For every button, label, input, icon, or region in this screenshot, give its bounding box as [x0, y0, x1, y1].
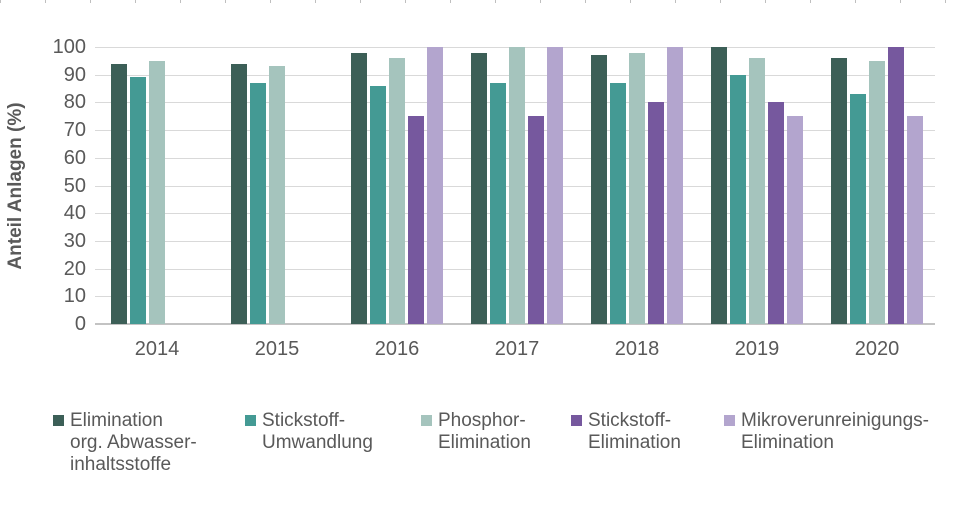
bar-group-2019 [697, 47, 817, 324]
bar [831, 58, 847, 324]
y-tick-label: 80 [63, 91, 86, 114]
legend-swatch [421, 415, 432, 426]
legend-item: Mikroverunreinigungs- Elimination [724, 410, 929, 454]
x-tick-label: 2017 [494, 338, 540, 360]
y-tick-label: 100 [52, 36, 86, 58]
legend-label: Elimination org. Abwasser-inhaltsstoffe [70, 410, 197, 475]
legend-label: Stickstoff- Umwandlung [262, 410, 373, 453]
bar [711, 47, 727, 324]
bar [730, 74, 746, 324]
y-tick-label: 30 [63, 229, 86, 252]
bar [610, 83, 626, 324]
y-tick-label: 60 [63, 146, 86, 169]
bar [547, 47, 563, 324]
legend-item: Stickstoff- Umwandlung [245, 410, 373, 454]
y-tick-label: 0 [74, 313, 86, 335]
bar [351, 52, 367, 324]
legend-label: Mikroverunreinigungs- Elimination [741, 410, 929, 453]
bar [149, 60, 165, 324]
x-tick-label: 2020 [854, 338, 900, 360]
x-tick-label: 2019 [734, 338, 780, 360]
y-tick-label: 90 [63, 63, 86, 86]
legend-item: Stickstoff- Elimination [571, 410, 681, 454]
y-tick-label: 40 [63, 202, 86, 225]
bar [888, 47, 904, 324]
bar [408, 116, 424, 324]
bar [111, 63, 127, 324]
bar [869, 60, 885, 324]
legend-label: Phosphor- Elimination [438, 410, 531, 453]
bar [370, 85, 386, 324]
legend-swatch [245, 415, 256, 426]
plot-area [95, 47, 937, 325]
bar [269, 66, 285, 324]
bar-group-2018 [577, 47, 697, 324]
y-tick-label: 20 [63, 257, 86, 280]
x-tick-label: 2018 [614, 338, 660, 360]
x-axis-line [95, 323, 935, 325]
bar [648, 102, 664, 324]
bar [768, 102, 784, 324]
top-axis-ticks [0, 0, 971, 3]
bar-group-2015 [217, 47, 337, 324]
bar-group-2016 [337, 47, 457, 324]
bar [528, 116, 544, 324]
bar [130, 77, 146, 324]
bar-group-2017 [457, 47, 577, 324]
legend-item: Elimination org. Abwasser-inhaltsstoffe [53, 410, 197, 476]
bar [471, 52, 487, 324]
legend-label: Stickstoff- Elimination [588, 410, 681, 453]
bar [250, 83, 266, 324]
bar [749, 58, 765, 324]
bar [667, 47, 683, 324]
y-tick-label: 10 [63, 285, 86, 308]
y-tick-label: 50 [63, 174, 86, 197]
bar-group-2020 [817, 47, 937, 324]
bar [850, 94, 866, 324]
x-tick-label: 2016 [374, 338, 420, 360]
bar [787, 116, 803, 324]
legend-item: Phosphor- Elimination [421, 410, 531, 454]
x-tick-label: 2015 [254, 338, 300, 360]
x-tick-label: 2014 [134, 338, 180, 360]
bar [490, 83, 506, 324]
bar [629, 52, 645, 324]
legend-swatch [53, 415, 64, 426]
bar [907, 116, 923, 324]
legend-swatch [724, 415, 735, 426]
bar [231, 63, 247, 324]
y-tick-label: 70 [63, 119, 86, 142]
bar-group-2014 [97, 47, 217, 324]
legend-swatch [571, 415, 582, 426]
bar [389, 58, 405, 324]
bar [427, 47, 443, 324]
bar [509, 47, 525, 324]
bar [591, 55, 607, 324]
